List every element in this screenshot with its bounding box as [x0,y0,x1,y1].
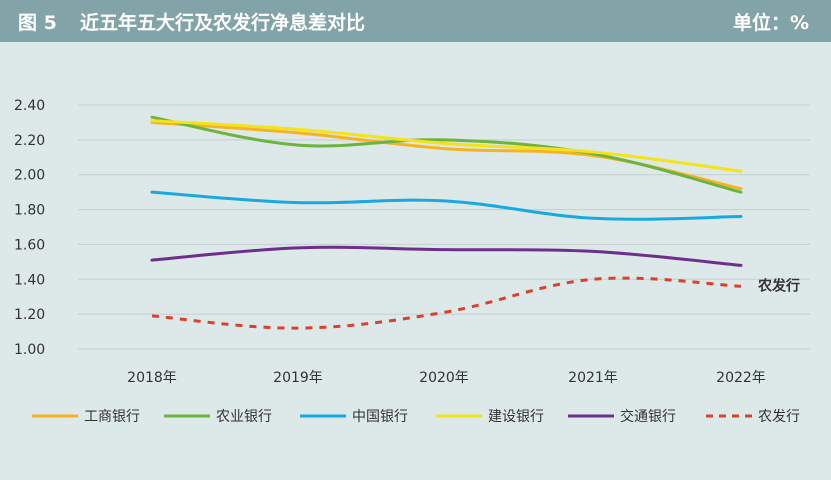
x-tick-label: 2021年 [568,370,618,386]
chart-title: 近五年五大行及农发行净息差对比 [80,12,366,34]
y-tick-label: 2.20 [14,133,45,149]
figure-number: 图 5 [18,12,57,34]
x-tick-label: 2022年 [716,370,766,386]
series-line-建设银行 [150,119,743,173]
legend-label: 农业银行 [216,409,272,425]
y-tick-label: 1.40 [14,272,45,288]
series-line-中国银行 [150,190,743,221]
series-line-工商银行 [150,120,743,191]
series-line-交通银行 [150,245,743,267]
x-tick-label: 2018年 [127,370,177,386]
legend-label: 建设银行 [488,409,544,425]
x-tick-label: 2019年 [273,370,323,386]
figure-header: 图 5 近五年五大行及农发行净息差对比 单位：% [0,0,831,42]
y-tick-label: 1.60 [14,237,45,253]
y-tick-label: 1.20 [14,307,45,323]
y-tick-label: 2.00 [14,168,45,184]
series-line-农发行 [151,276,742,330]
legend-label: 农发行 [758,409,800,425]
legend-label: 交通银行 [620,408,676,425]
legend-label: 中国银行 [352,409,408,425]
legend-label: 工商银行 [84,409,140,425]
unit-label: 单位：% [732,12,809,34]
y-tick-label: 1.00 [14,342,45,358]
y-tick-label: 2.40 [14,98,45,114]
annotation-label: 农发行 [757,277,800,294]
x-tick-label: 2020年 [419,370,469,386]
y-tick-label: 1.80 [14,203,45,219]
series-line-农业银行 [150,115,743,194]
